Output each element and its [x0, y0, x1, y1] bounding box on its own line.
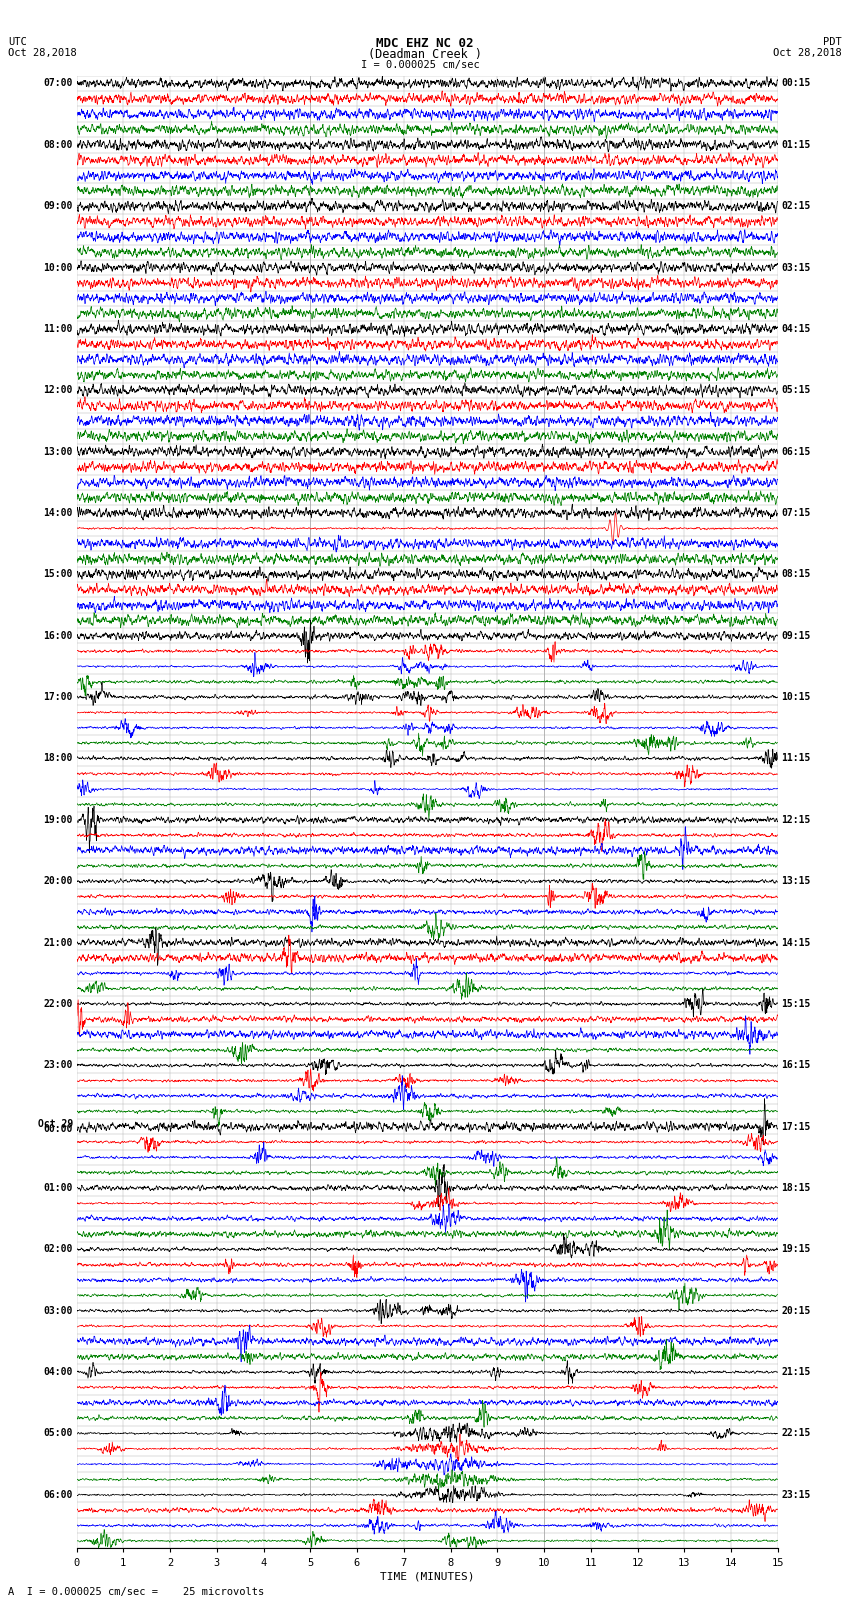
- Text: 20:00: 20:00: [43, 876, 73, 886]
- Text: 17:00: 17:00: [43, 692, 73, 702]
- Text: 07:00: 07:00: [43, 79, 73, 89]
- Text: UTC: UTC: [8, 37, 27, 47]
- Text: PDT: PDT: [823, 37, 842, 47]
- Text: 13:00: 13:00: [43, 447, 73, 456]
- Text: 07:15: 07:15: [781, 508, 811, 518]
- Text: (Deadman Creek ): (Deadman Creek ): [368, 48, 482, 61]
- Text: 19:00: 19:00: [43, 815, 73, 824]
- Text: 00:00: 00:00: [43, 1124, 73, 1134]
- Text: 19:15: 19:15: [781, 1244, 811, 1255]
- Text: 18:15: 18:15: [781, 1182, 811, 1194]
- Text: 14:15: 14:15: [781, 937, 811, 947]
- Text: 12:15: 12:15: [781, 815, 811, 824]
- Text: 11:00: 11:00: [43, 324, 73, 334]
- Text: 11:15: 11:15: [781, 753, 811, 763]
- Text: 18:00: 18:00: [43, 753, 73, 763]
- Text: Oct 28,2018: Oct 28,2018: [8, 48, 77, 58]
- Text: 22:00: 22:00: [43, 998, 73, 1008]
- Text: 04:00: 04:00: [43, 1368, 73, 1378]
- Text: 09:15: 09:15: [781, 631, 811, 640]
- Text: 05:00: 05:00: [43, 1429, 73, 1439]
- Text: 21:00: 21:00: [43, 937, 73, 947]
- Text: 06:15: 06:15: [781, 447, 811, 456]
- Text: A  I = 0.000025 cm/sec =    25 microvolts: A I = 0.000025 cm/sec = 25 microvolts: [8, 1587, 264, 1597]
- Text: Oct 29: Oct 29: [37, 1119, 73, 1129]
- Text: Oct 28,2018: Oct 28,2018: [773, 48, 842, 58]
- Text: 10:00: 10:00: [43, 263, 73, 273]
- Text: I = 0.000025 cm/sec: I = 0.000025 cm/sec: [361, 60, 480, 69]
- Text: 10:15: 10:15: [781, 692, 811, 702]
- Text: 15:00: 15:00: [43, 569, 73, 579]
- Text: 16:15: 16:15: [781, 1060, 811, 1071]
- Text: MDC EHZ NC 02: MDC EHZ NC 02: [377, 37, 473, 50]
- Text: 00:15: 00:15: [781, 79, 811, 89]
- X-axis label: TIME (MINUTES): TIME (MINUTES): [380, 1571, 474, 1582]
- Text: 16:00: 16:00: [43, 631, 73, 640]
- Text: 01:00: 01:00: [43, 1182, 73, 1194]
- Text: 01:15: 01:15: [781, 140, 811, 150]
- Text: 17:15: 17:15: [781, 1121, 811, 1132]
- Text: 08:00: 08:00: [43, 140, 73, 150]
- Text: 14:00: 14:00: [43, 508, 73, 518]
- Text: 13:15: 13:15: [781, 876, 811, 886]
- Text: 12:00: 12:00: [43, 386, 73, 395]
- Text: 02:15: 02:15: [781, 202, 811, 211]
- Text: 09:00: 09:00: [43, 202, 73, 211]
- Text: 02:00: 02:00: [43, 1244, 73, 1255]
- Text: 20:15: 20:15: [781, 1305, 811, 1316]
- Text: 22:15: 22:15: [781, 1429, 811, 1439]
- Text: 23:00: 23:00: [43, 1060, 73, 1071]
- Text: 05:15: 05:15: [781, 386, 811, 395]
- Text: 03:15: 03:15: [781, 263, 811, 273]
- Text: 03:00: 03:00: [43, 1305, 73, 1316]
- Text: 15:15: 15:15: [781, 998, 811, 1008]
- Text: 21:15: 21:15: [781, 1368, 811, 1378]
- Text: 04:15: 04:15: [781, 324, 811, 334]
- Text: 08:15: 08:15: [781, 569, 811, 579]
- Text: 06:00: 06:00: [43, 1490, 73, 1500]
- Text: 23:15: 23:15: [781, 1490, 811, 1500]
